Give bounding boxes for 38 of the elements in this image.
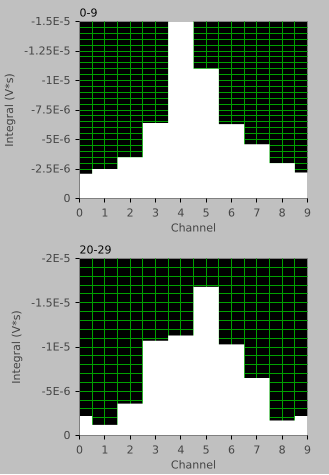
y-tick-label: 0 bbox=[64, 429, 70, 442]
y-axis-title: Integral (V*s) bbox=[10, 310, 24, 384]
x-tick-label: 5 bbox=[202, 444, 210, 456]
x-tick-label: 7 bbox=[253, 444, 260, 456]
x-tick-label: 6 bbox=[228, 206, 235, 220]
y-tick-label: -1.25E-5 bbox=[24, 44, 71, 58]
y-tick-label: -5E-6 bbox=[42, 133, 71, 146]
x-tick-label: 4 bbox=[177, 444, 184, 456]
x-tick-label: 1 bbox=[101, 444, 108, 456]
x-tick-label: 4 bbox=[177, 206, 184, 220]
x-tick-label: 8 bbox=[278, 206, 286, 220]
y-tick-label: -2.5E-6 bbox=[31, 162, 71, 176]
x-tick-label: 9 bbox=[304, 206, 311, 220]
x-tick-label: 3 bbox=[152, 444, 159, 456]
y-tick-label: -5E-6 bbox=[42, 384, 71, 398]
x-tick-label: 7 bbox=[253, 206, 260, 220]
x-tick-label: 3 bbox=[152, 206, 159, 220]
y-tick-label: -1E-5 bbox=[42, 340, 71, 354]
x-tick-label: 2 bbox=[126, 206, 134, 220]
x-tick-label: 1 bbox=[101, 206, 108, 220]
x-tick-label: 9 bbox=[304, 444, 311, 456]
x-tick-label: 5 bbox=[202, 206, 210, 220]
y-tick-label: -1E-5 bbox=[42, 74, 71, 87]
x-axis-title: Channel bbox=[170, 458, 216, 472]
x-tick-label: 8 bbox=[278, 444, 286, 456]
chart-title: 0-9 bbox=[80, 6, 98, 20]
y-tick-label: -1.5E-5 bbox=[31, 296, 71, 310]
y-tick-label: -7.5E-6 bbox=[31, 104, 71, 116]
chart-title: 20-29 bbox=[80, 244, 112, 256]
x-tick-label: 2 bbox=[126, 444, 134, 456]
y-tick-label: -2E-5 bbox=[42, 252, 71, 265]
x-tick-label: 6 bbox=[228, 444, 235, 456]
x-tick-label: 0 bbox=[76, 206, 83, 220]
y-axis-title: Integral (V*s) bbox=[3, 73, 16, 147]
x-tick-label: 0 bbox=[76, 444, 83, 456]
y-tick-label: 0 bbox=[64, 192, 70, 205]
x-axis-title: Channel bbox=[170, 222, 216, 234]
y-tick-label: -1.5E-5 bbox=[31, 15, 71, 28]
